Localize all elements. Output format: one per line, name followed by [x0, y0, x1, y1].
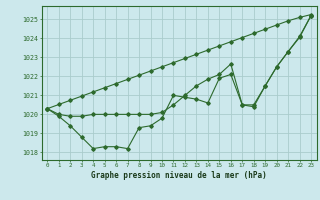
- X-axis label: Graphe pression niveau de la mer (hPa): Graphe pression niveau de la mer (hPa): [91, 171, 267, 180]
